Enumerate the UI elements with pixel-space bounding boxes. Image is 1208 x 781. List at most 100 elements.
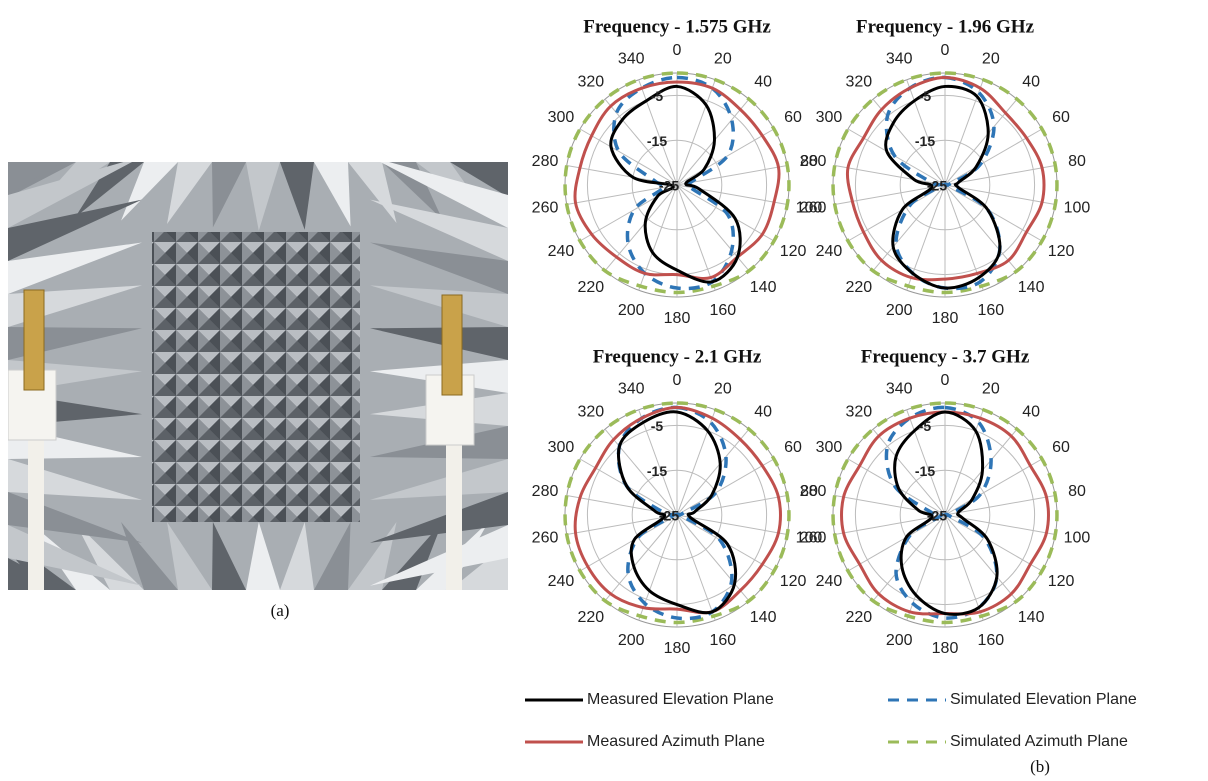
- angle-tick-label: 240: [816, 573, 843, 590]
- angle-tick-label: 200: [618, 632, 645, 649]
- spoke: [945, 515, 1017, 601]
- legend-label: Measured Elevation Plane: [587, 691, 774, 708]
- caption-a: (a): [271, 601, 290, 620]
- angle-tick-label: 160: [709, 302, 736, 319]
- radial-tick-label: -15: [647, 133, 667, 149]
- angle-tick-label: 300: [548, 109, 575, 126]
- angle-tick-label: 80: [1068, 483, 1086, 500]
- radial-tick-label: -5: [919, 88, 932, 104]
- angle-tick-label: 280: [800, 483, 827, 500]
- legend-label: Simulated Elevation Plane: [950, 691, 1137, 708]
- angle-tick-label: 200: [618, 302, 645, 319]
- caption-b: (b): [1030, 757, 1050, 776]
- spoke: [605, 515, 677, 601]
- radial-tick-label: -25: [927, 178, 947, 194]
- angle-tick-label: 60: [1052, 109, 1070, 126]
- angle-tick-label: 280: [532, 483, 559, 500]
- radial-tick-label: -5: [651, 418, 664, 434]
- angle-tick-label: 120: [1048, 243, 1075, 260]
- chart-title: Frequency - 1.575 GHz: [583, 16, 771, 37]
- chamber-photo: [0, 114, 626, 629]
- angle-tick-label: 40: [754, 74, 772, 91]
- radial-tick-label: -5: [919, 418, 932, 434]
- angle-tick-label: 260: [800, 199, 827, 216]
- radial-tick-label: -25: [659, 178, 679, 194]
- angle-tick-label: 300: [816, 439, 843, 456]
- angle-tick-label: 140: [750, 609, 777, 626]
- angle-tick-label: 300: [816, 109, 843, 126]
- antenna-element: [442, 295, 462, 395]
- angle-tick-label: 180: [664, 640, 691, 657]
- angle-tick-label: 40: [1022, 404, 1040, 421]
- angle-tick-label: 160: [977, 632, 1004, 649]
- radial-tick-label: -15: [915, 463, 935, 479]
- radial-tick-label: -5: [651, 88, 664, 104]
- radial-tick-label: -25: [927, 508, 947, 524]
- angle-tick-label: 220: [578, 279, 605, 296]
- angle-tick-label: 220: [578, 609, 605, 626]
- angle-tick-label: 160: [709, 632, 736, 649]
- angle-tick-label: 40: [754, 404, 772, 421]
- chart-title: Frequency - 3.7 GHz: [861, 346, 1030, 367]
- angle-tick-label: 340: [618, 380, 645, 397]
- angle-tick-label: 160: [977, 302, 1004, 319]
- angle-tick-label: 180: [932, 310, 959, 327]
- angle-tick-label: 120: [780, 243, 807, 260]
- angle-tick-label: 320: [846, 74, 873, 91]
- radial-tick-label: -25: [659, 508, 679, 524]
- angle-tick-label: 280: [800, 153, 827, 170]
- antenna-post: [446, 425, 462, 605]
- angle-tick-label: 260: [532, 199, 559, 216]
- chart-title: Frequency - 1.96 GHz: [856, 16, 1035, 37]
- chart-title: Frequency - 2.1 GHz: [593, 346, 762, 367]
- antenna-post: [28, 420, 44, 600]
- angle-tick-label: 200: [886, 302, 913, 319]
- angle-tick-label: 340: [886, 50, 913, 67]
- spoke: [873, 185, 945, 271]
- angle-tick-label: 180: [664, 310, 691, 327]
- angle-tick-label: 120: [1048, 573, 1075, 590]
- angle-tick-label: 260: [532, 529, 559, 546]
- legend: Measured Elevation Plane Measured Azimuth…: [525, 691, 1137, 750]
- spoke: [677, 515, 749, 601]
- angle-tick-label: 340: [618, 50, 645, 67]
- angle-tick-label: 100: [1064, 529, 1091, 546]
- angle-tick-label: 320: [578, 74, 605, 91]
- spoke: [945, 185, 1017, 271]
- angle-tick-label: 300: [548, 439, 575, 456]
- angle-tick-label: 60: [1052, 439, 1070, 456]
- angle-tick-label: 200: [886, 632, 913, 649]
- legend-label: Simulated Azimuth Plane: [950, 733, 1128, 750]
- angle-tick-label: 120: [780, 573, 807, 590]
- angle-tick-label: 180: [932, 640, 959, 657]
- angle-tick-label: 0: [941, 42, 950, 59]
- legend-label: Measured Azimuth Plane: [587, 733, 765, 750]
- angle-tick-label: 260: [800, 529, 827, 546]
- angle-tick-label: 20: [982, 50, 1000, 67]
- polar-chart: Frequency - 1.575 GHz0204060801001201401…: [532, 16, 823, 327]
- antenna-element: [24, 290, 44, 390]
- angle-tick-label: 60: [784, 109, 802, 126]
- angle-tick-label: 0: [673, 372, 682, 389]
- angle-tick-label: 220: [846, 609, 873, 626]
- angle-tick-label: 20: [714, 380, 732, 397]
- radial-tick-label: -15: [915, 133, 935, 149]
- angle-tick-label: 80: [1068, 153, 1086, 170]
- angle-tick-label: 240: [816, 243, 843, 260]
- radial-tick-label: -15: [647, 463, 667, 479]
- angle-tick-label: 140: [750, 279, 777, 296]
- angle-tick-label: 20: [982, 380, 1000, 397]
- angle-tick-label: 320: [578, 404, 605, 421]
- angle-tick-label: 60: [784, 439, 802, 456]
- angle-tick-label: 340: [886, 380, 913, 397]
- angle-tick-label: 40: [1022, 74, 1040, 91]
- angle-tick-label: 20: [714, 50, 732, 67]
- angle-tick-label: 320: [846, 404, 873, 421]
- page: {"captions": {"a": "(a)", "b": "(b)"}, "…: [0, 0, 1208, 781]
- angle-tick-label: 220: [846, 279, 873, 296]
- angle-tick-label: 100: [1064, 199, 1091, 216]
- angle-tick-label: 140: [1018, 609, 1045, 626]
